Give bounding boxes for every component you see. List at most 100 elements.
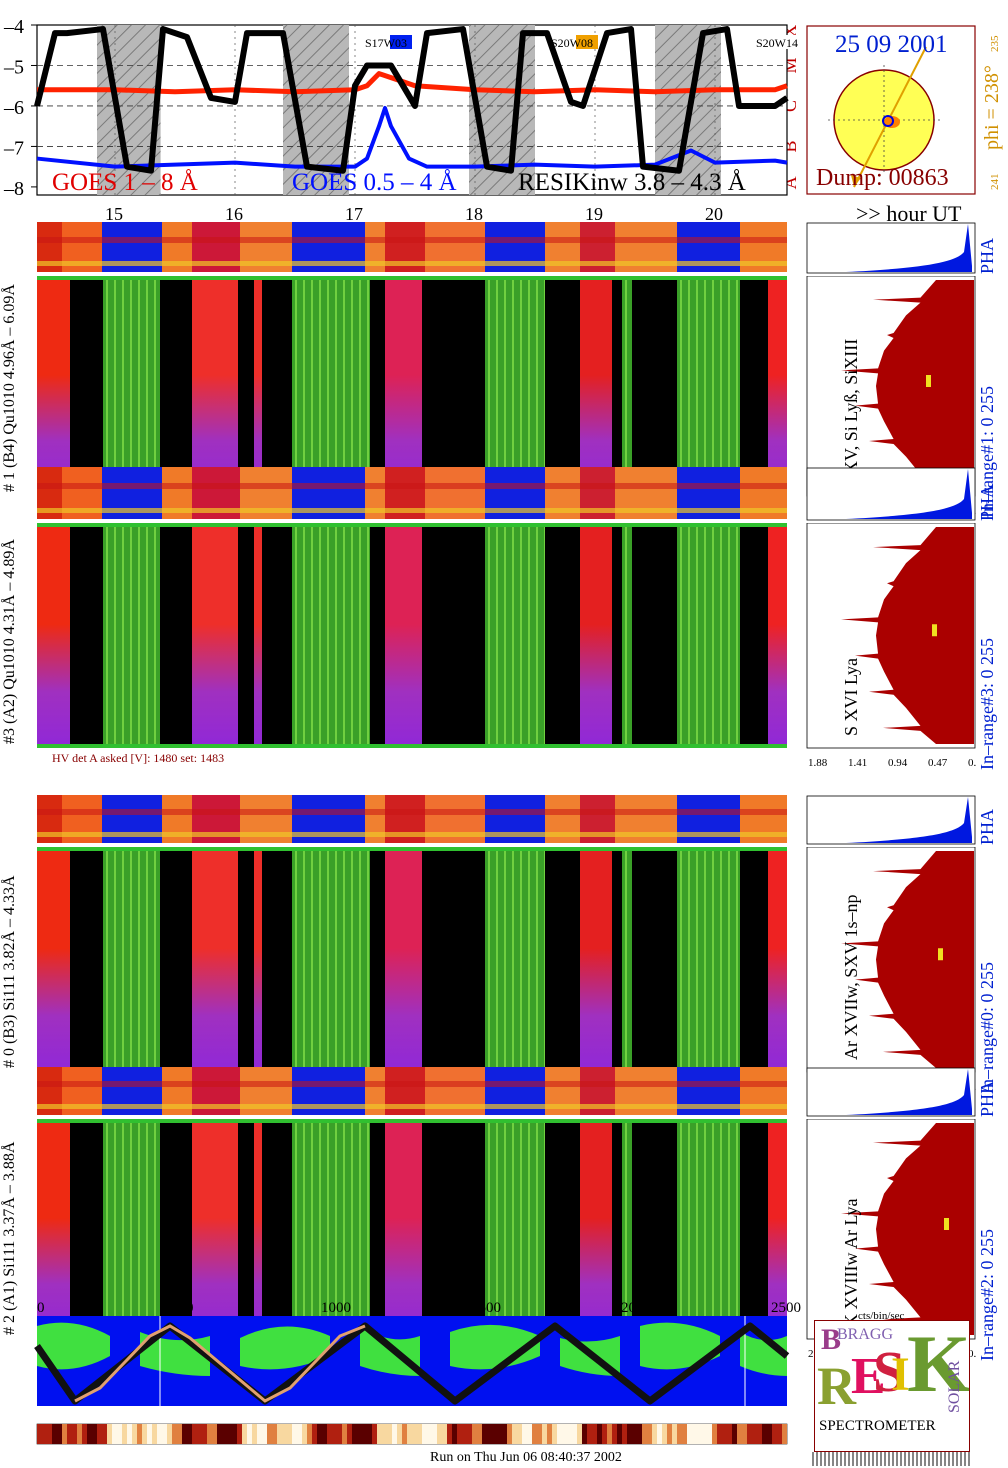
strip-cell bbox=[187, 1424, 192, 1444]
phi-min: 241 bbox=[989, 173, 1001, 191]
pha-label: PHA bbox=[977, 237, 997, 274]
strip-cell bbox=[387, 1424, 392, 1444]
spectrogram-band bbox=[370, 523, 385, 748]
spectrogram-band bbox=[485, 523, 545, 748]
spectral-lines-label: Ar XVIIw, SXV 1s–np bbox=[841, 894, 861, 1061]
strip-cell bbox=[87, 1424, 92, 1444]
spectrogram-panel-1: #3 (A2) Qu1010 4.31Å – 4.89Å HV det A ask… bbox=[0, 467, 1008, 774]
logo-bragg: BRAGG bbox=[837, 1326, 894, 1343]
strip-cell bbox=[772, 1424, 777, 1444]
pha-band bbox=[365, 1067, 385, 1115]
spectrogram-band bbox=[612, 847, 622, 1072]
spectrogram-band bbox=[70, 847, 103, 1072]
orbit-green-region bbox=[240, 1326, 330, 1370]
spectrogram-band bbox=[422, 1119, 485, 1339]
strip-cell bbox=[647, 1424, 652, 1444]
pha-histogram bbox=[806, 795, 976, 845]
spectrogram-band bbox=[768, 847, 787, 1072]
hour-tick-label: 15 bbox=[105, 204, 123, 224]
spectrum-fill bbox=[841, 851, 974, 1068]
orbit-tick-label: 2500 bbox=[771, 1300, 801, 1316]
strip-cell bbox=[477, 1424, 482, 1444]
orbit-tick-label: 1500 bbox=[471, 1300, 501, 1316]
spectrogram-band bbox=[160, 276, 192, 496]
spectrogram-band bbox=[292, 276, 370, 496]
strip-cell bbox=[747, 1424, 752, 1444]
spectrogram-band bbox=[103, 1119, 160, 1339]
logo-solar: SOLAR bbox=[946, 1360, 963, 1413]
strip-cell bbox=[297, 1424, 302, 1444]
pha-label: PHA bbox=[977, 808, 997, 845]
spectrogram-band bbox=[37, 276, 70, 496]
strip-cell bbox=[567, 1424, 572, 1444]
observation-date: 25 09 2001 bbox=[835, 31, 948, 58]
strip-cell bbox=[482, 1424, 487, 1444]
strip-cell bbox=[357, 1424, 362, 1444]
spectrogram-band bbox=[622, 523, 632, 748]
dump-number: Dump: 00863 bbox=[816, 165, 949, 191]
hour-tick-label: 17 bbox=[345, 204, 363, 224]
strip-cell bbox=[527, 1424, 532, 1444]
strip-cell bbox=[412, 1424, 417, 1444]
logo-letter-b: B bbox=[821, 1323, 842, 1356]
spectrum-marker bbox=[944, 1218, 949, 1230]
strip-cell bbox=[752, 1424, 757, 1444]
spectrogram-edge bbox=[37, 744, 787, 748]
hour-axis-title: >> hour UT bbox=[856, 201, 962, 226]
strip-cell bbox=[47, 1424, 52, 1444]
spectrogram-band bbox=[612, 523, 622, 748]
strip-cell bbox=[612, 1424, 617, 1444]
spectral-lines-label: K XVIIIw Ar Lya bbox=[841, 1198, 861, 1327]
spectrogram-band bbox=[768, 276, 787, 496]
orbit-green-region bbox=[37, 1322, 110, 1370]
strip-cell bbox=[602, 1424, 607, 1444]
pha-line bbox=[37, 482, 787, 489]
spectrogram-band bbox=[238, 847, 254, 1072]
goes-y-tick-label: –6 bbox=[3, 97, 24, 119]
strip-cell bbox=[687, 1424, 692, 1444]
pha-histogram-fill bbox=[846, 224, 972, 272]
strip-cell bbox=[207, 1424, 212, 1444]
strip-cell bbox=[717, 1424, 722, 1444]
strip-cell bbox=[652, 1424, 657, 1444]
region-marker bbox=[576, 35, 598, 49]
spectrogram-band bbox=[677, 847, 740, 1072]
strip-cell bbox=[522, 1424, 527, 1444]
orbit-axis-ticks: 0 500 1000 1500 2000 2500 bbox=[37, 1300, 801, 1316]
spectrum-profile: 2.301.731.150.580.00 bbox=[806, 1119, 976, 1360]
strip-cell bbox=[317, 1424, 322, 1444]
spectrum-fill bbox=[841, 527, 974, 744]
spectrogram-band bbox=[545, 276, 580, 496]
logo-letter-k: K bbox=[907, 1320, 970, 1409]
strip-cell bbox=[417, 1424, 422, 1444]
spectrogram-edge bbox=[37, 276, 787, 280]
spectrogram-band bbox=[254, 1119, 262, 1339]
strip-cell bbox=[257, 1424, 262, 1444]
strip-cell bbox=[452, 1424, 457, 1444]
spectrogram-edge bbox=[37, 523, 787, 527]
strip-cell bbox=[512, 1424, 517, 1444]
series-line-2 bbox=[34, 26, 789, 174]
in-range-label: In–range#3: 0 255 bbox=[977, 638, 997, 770]
spectrum-tick-label: 0.00 bbox=[968, 1348, 976, 1360]
pha-histogram-fill bbox=[846, 797, 972, 843]
spectrogram-band bbox=[740, 1119, 768, 1339]
strip-cell bbox=[102, 1424, 107, 1444]
strip-cell bbox=[582, 1424, 587, 1444]
sun-disc-panel bbox=[806, 25, 976, 195]
strip-cell bbox=[162, 1424, 167, 1444]
strip-cell bbox=[372, 1424, 377, 1444]
strip-cell bbox=[427, 1424, 432, 1444]
strip-cell bbox=[757, 1424, 762, 1444]
run-timestamp: Run on Thu Jun 06 08:40:37 2002 bbox=[430, 1450, 622, 1465]
pha-histogram-fill bbox=[846, 1069, 972, 1115]
strip-cell bbox=[707, 1424, 712, 1444]
spectrogram-band bbox=[622, 847, 632, 1072]
strip-cell bbox=[737, 1424, 742, 1444]
spectrogram-band bbox=[632, 276, 677, 496]
strip-cell bbox=[587, 1424, 592, 1444]
spectrogram-band bbox=[545, 1119, 580, 1339]
spectrogram-band bbox=[545, 847, 580, 1072]
spectrogram-band bbox=[485, 276, 545, 496]
pha-label: PHA bbox=[977, 484, 997, 521]
